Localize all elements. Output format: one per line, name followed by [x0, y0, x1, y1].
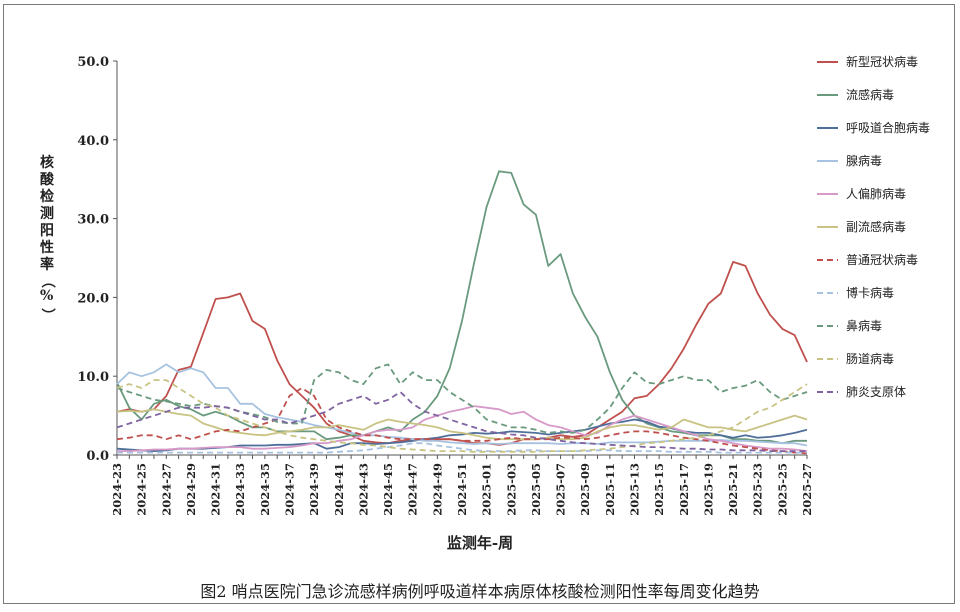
x-tick-label: 2025-15: [652, 463, 666, 516]
series-lines: [116, 170, 808, 455]
x-tick-label: 2024-39: [307, 463, 321, 516]
x-tick-label: 2024-37: [283, 463, 297, 516]
legend-label: 肠道病毒: [846, 351, 894, 366]
x-tick-label: 2025-05: [529, 463, 543, 516]
legend-label: 呼吸道合胞病毒: [846, 120, 930, 135]
series-line: [116, 170, 807, 445]
x-tick-label: 2024-29: [184, 463, 198, 516]
x-tick-label: 2025-11: [603, 463, 617, 516]
y-axis-label-char: %: [40, 288, 54, 304]
legend-label: 人偏肺病毒: [846, 186, 906, 201]
y-axis-label-char: 核: [40, 155, 54, 171]
y-axis-label-char: 率: [40, 257, 54, 273]
axes: 0.0 10.0 20.0 30.0 40.0 50.0 2024-23 2024-25 202…: [77, 55, 814, 516]
x-tick-label: 2025-07: [554, 463, 568, 516]
x-tick-label: 2025-21: [726, 463, 740, 516]
x-tick-label: 2025-19: [701, 463, 715, 516]
x-tick-label: 2024-31: [209, 463, 223, 516]
y-tick-label: 40.0: [77, 134, 109, 149]
legend: 新型冠状病毒流感病毒呼吸道合胞病毒腺病毒人偏肺病毒副流感病毒普通冠状病毒博卡病毒…: [817, 54, 930, 399]
x-tick-label: 2024-41: [332, 463, 346, 516]
legend-label: 肺炎支原体: [846, 385, 906, 399]
x-tick-label: 2024-27: [159, 463, 173, 516]
y-tick-label: 0.0: [86, 449, 109, 464]
legend-label: 普通冠状病毒: [846, 252, 918, 267]
x-tick-label: 2024-47: [406, 463, 420, 516]
x-axis-label: 监测年-周: [446, 534, 514, 552]
series-line: [117, 405, 808, 453]
x-tick-label: 2024-43: [356, 463, 370, 516]
series-line: [116, 408, 808, 441]
y-axis-label-char: （: [39, 274, 55, 288]
x-tick-label: 2024-49: [430, 463, 444, 516]
legend-label: 新型冠状病毒: [846, 54, 918, 69]
y-tick-label: 10.0: [77, 370, 109, 385]
series-line: [116, 363, 808, 434]
x-tick-label: 2024-23: [110, 463, 124, 516]
series-line: [116, 260, 808, 446]
x-tick-label: 2024-35: [258, 463, 272, 516]
y-axis-label-char: 测: [40, 206, 54, 222]
x-tick-label: 2025-25: [775, 463, 789, 516]
y-tick-label: 20.0: [77, 291, 109, 306]
x-tick-label: 2025-17: [677, 463, 691, 516]
x-tick-label: 2025-01: [480, 463, 494, 516]
x-tick-label: 2025-03: [504, 463, 518, 516]
chart-frame: [3, 4, 955, 604]
y-tick-label: 50.0: [77, 55, 109, 70]
y-axis-label-char: 阳: [40, 223, 54, 239]
x-tick-label: 2024-25: [135, 463, 149, 516]
legend-label: 博卡病毒: [846, 285, 894, 300]
y-tick-label: 30.0: [77, 213, 109, 228]
x-tick-label: 2024-51: [455, 463, 469, 516]
figure-caption: 图2 哨点医院门急诊流感样病例呼吸道样本病原体核酸检测阳性率每周变化趋势: [200, 582, 760, 601]
legend-label: 副流感病毒: [846, 219, 906, 234]
legend-label: 鼻病毒: [846, 318, 882, 333]
y-axis-label-char: 酸: [40, 172, 54, 188]
series-line: [116, 379, 808, 453]
x-tick-label: 2025-13: [628, 463, 642, 516]
y-axis-label-char: 性: [40, 240, 54, 256]
x-tick-label: 2025-23: [751, 463, 765, 516]
series-line: [117, 442, 807, 454]
series-line: [116, 391, 807, 453]
y-axis-label-char: ）: [39, 308, 55, 322]
series-line: [116, 363, 808, 447]
legend-label: 流感病毒: [846, 87, 894, 102]
x-tick-label: 2025-09: [578, 463, 592, 516]
y-axis-label-char: 检: [40, 189, 54, 205]
x-tick-label: 2024-45: [381, 463, 395, 516]
legend-label: 腺病毒: [846, 153, 882, 168]
x-tick-label: 2024-33: [233, 463, 247, 516]
x-tick-label: 2025-27: [800, 463, 814, 516]
